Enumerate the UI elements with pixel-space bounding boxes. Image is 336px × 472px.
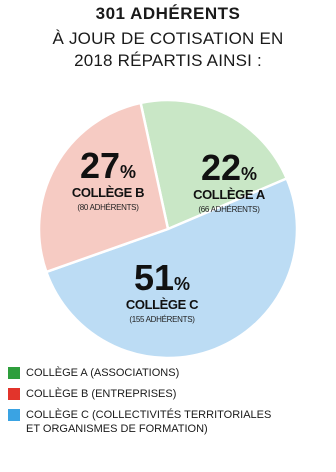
pie-slice-college-b (37, 101, 170, 274)
legend: COLLÈGE A (ASSOCIATIONS) COLLÈGE B (ENTR… (8, 366, 332, 443)
pie-slice-college-c (44, 176, 299, 360)
subtitle-line-2: 2018 RÉPARTIS AINSI : (74, 51, 262, 70)
legend-swatch-college-a (8, 367, 20, 379)
pie-labels: 22%COLLÈGE A (66 ADHÉRENTS) 51%COLLÈGE C (1… (72, 145, 266, 324)
pie-count-label: (155 ADHÉRENTS) (129, 315, 195, 324)
pie-count-label: (66 ADHÉRENTS) (198, 205, 260, 214)
page-title: 301 ADHÉRENTS (95, 4, 241, 23)
pie-slices (37, 98, 299, 360)
legend-swatch-college-c (8, 409, 20, 421)
pie-slice-college-a (139, 98, 289, 231)
legend-item-college-c: COLLÈGE C (COLLECTIVITÉS TERRITORIALES E… (8, 408, 332, 436)
pie-category-label: COLLÈGE A (193, 187, 266, 202)
pie-percent-label: 22% (201, 147, 257, 188)
pie-count-label: (80 ADHÉRENTS) (77, 203, 139, 212)
subtitle-line-1: À JOUR DE COTISATION EN (52, 29, 284, 48)
pie-percent-label: 27% (80, 145, 136, 186)
legend-swatch-college-b (8, 388, 20, 400)
legend-item-college-a: COLLÈGE A (ASSOCIATIONS) (8, 366, 332, 380)
legend-label-college-c-line-2: ET ORGANISMES DE FORMATION) (26, 423, 208, 435)
pie-category-label: COLLÈGE C (126, 297, 199, 312)
legend-label-college-a: COLLÈGE A (ASSOCIATIONS) (26, 367, 180, 379)
legend-label-college-c-line-1: COLLÈGE C (COLLECTIVITÉS TERRITORIALES (26, 409, 272, 421)
legend-label-college-b: COLLÈGE B (ENTREPRISES) (26, 388, 177, 400)
pie-category-label: COLLÈGE B (72, 185, 144, 200)
page-subtitle: À JOUR DE COTISATION EN 2018 RÉPARTIS AI… (0, 28, 336, 72)
pie-percent-label: 51% (134, 257, 190, 298)
legend-item-college-b: COLLÈGE B (ENTREPRISES) (8, 387, 332, 401)
pie-chart: 22%COLLÈGE A (66 ADHÉRENTS) 51%COLLÈGE C (1… (37, 98, 299, 360)
